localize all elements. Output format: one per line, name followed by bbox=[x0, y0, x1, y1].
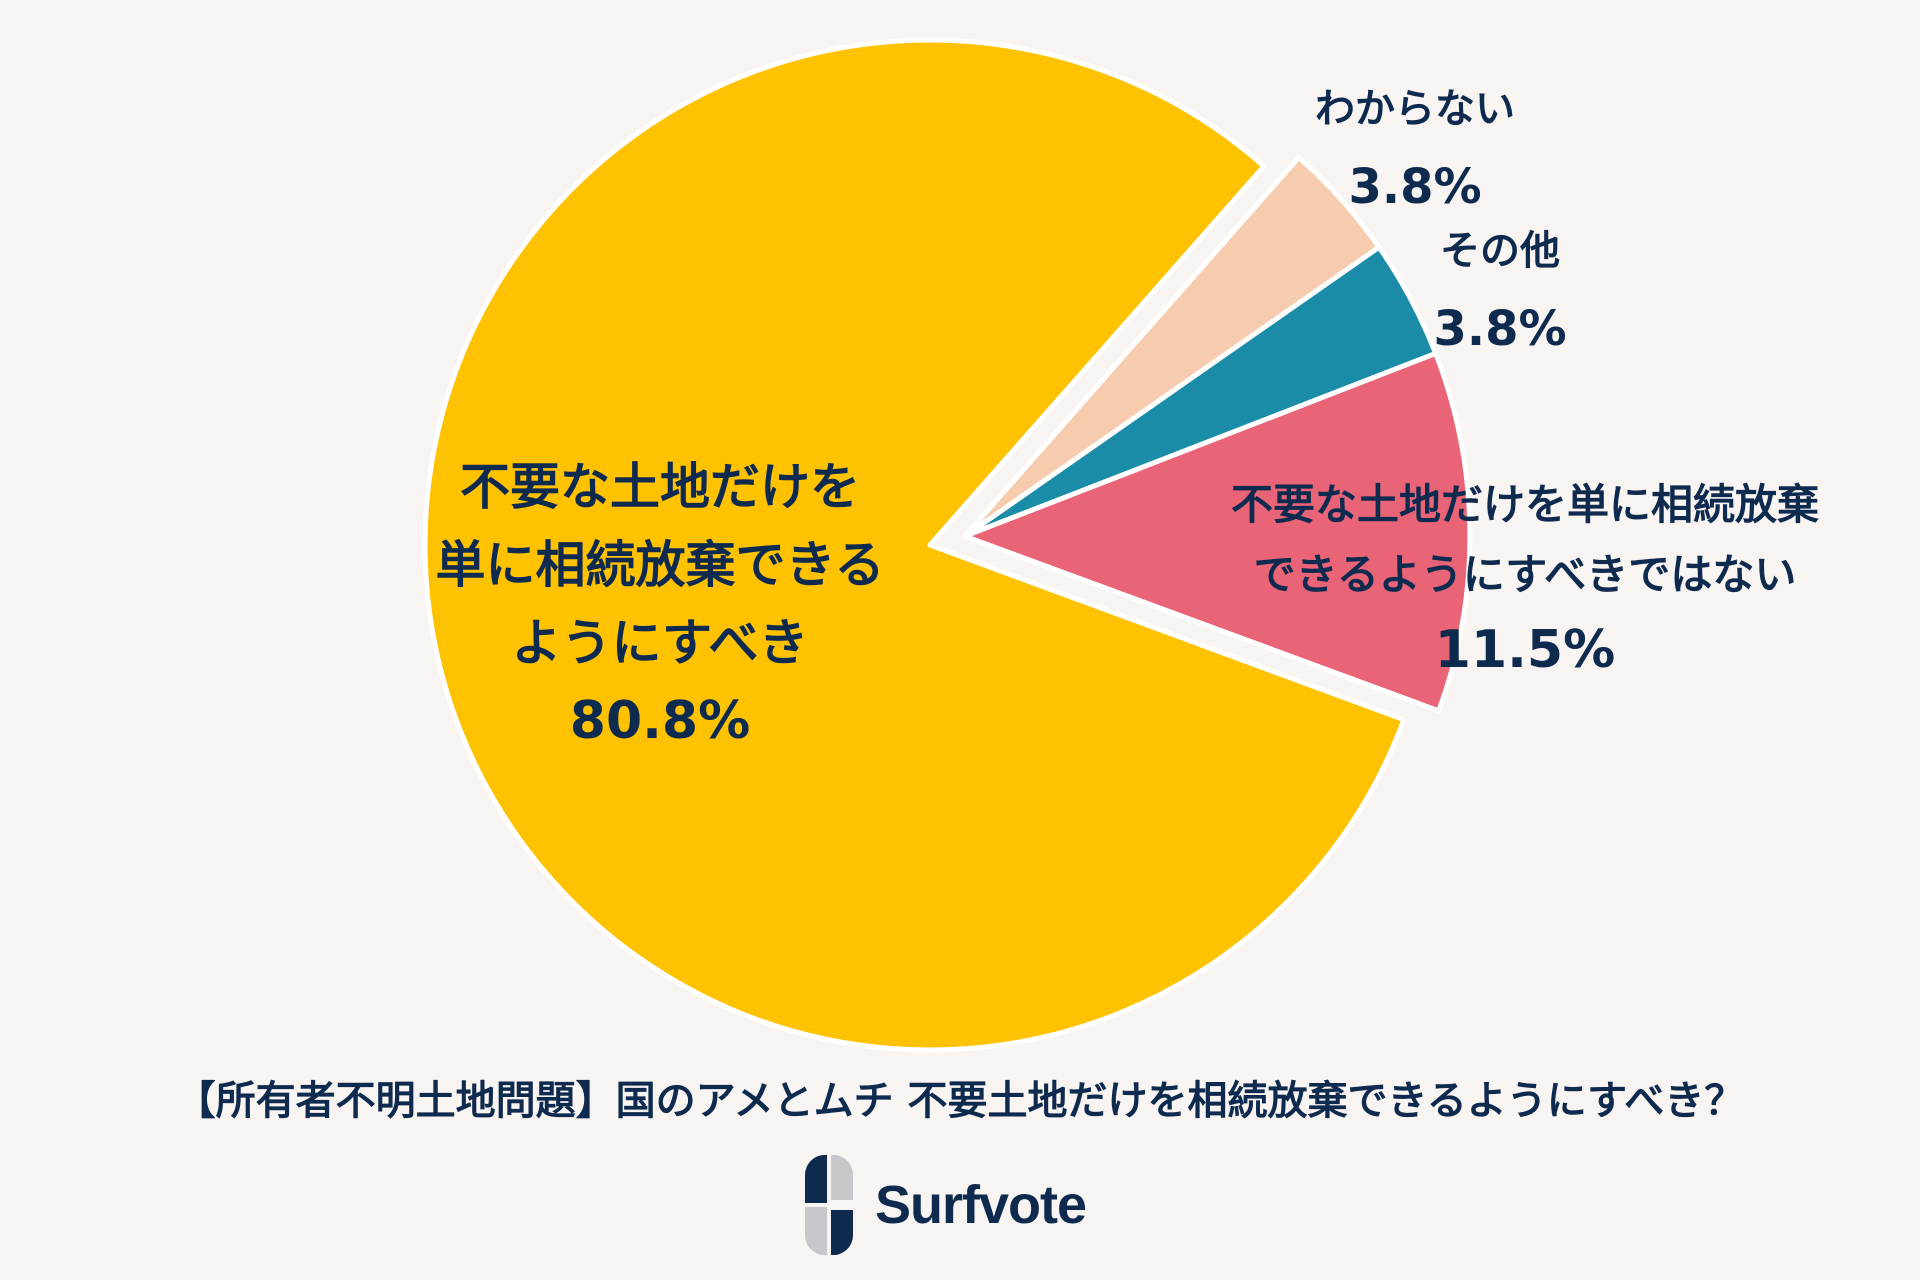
label-line: ようにすべき bbox=[511, 614, 809, 672]
pie-slice bbox=[962, 350, 1473, 714]
slice-label-should-not-allow: 不要な土地だけを単に相続放棄 できるようにすべきではない 11.5% bbox=[1170, 470, 1880, 690]
chart-title: 【所有者不明土地問題】国のアメとムチ 不要土地だけを相続放棄できるようにすべき？ bbox=[175, 1078, 1745, 1124]
surfvote-logo: Surfvote bbox=[804, 1154, 1087, 1256]
pie-slice bbox=[422, 37, 1407, 1053]
slice-label-other: その他 3.8% bbox=[1400, 212, 1600, 368]
slice-label-should-allow: 不要な土地だけを 単に相続放棄できる ようにすべき 80.8% bbox=[390, 448, 930, 760]
label-percent: 3.8% bbox=[1348, 159, 1482, 215]
label-line: わからない bbox=[1315, 86, 1515, 132]
label-percent: 11.5% bbox=[1434, 620, 1616, 680]
label-line: 不要な土地だけを単に相続放棄 bbox=[1230, 480, 1819, 529]
brand-name: Surfvote bbox=[875, 1175, 1087, 1235]
label-line: できるようにすべきではない bbox=[1253, 550, 1797, 599]
surfvote-logo-icon bbox=[804, 1154, 854, 1256]
label-line: その他 bbox=[1440, 228, 1560, 274]
label-line: 不要な土地だけを bbox=[460, 458, 860, 516]
label-line: 単に相続放棄できる bbox=[435, 536, 885, 594]
label-percent: 3.8% bbox=[1433, 301, 1567, 357]
label-percent: 80.8% bbox=[569, 691, 751, 751]
slice-label-dont-know: わからない 3.8% bbox=[1280, 70, 1550, 226]
